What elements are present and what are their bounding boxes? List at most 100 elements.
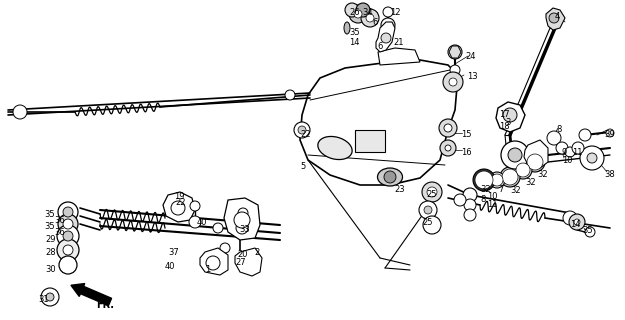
Circle shape bbox=[444, 124, 452, 132]
Circle shape bbox=[345, 3, 359, 17]
Text: 32: 32 bbox=[510, 186, 521, 195]
Text: 17: 17 bbox=[499, 110, 509, 119]
Text: 25: 25 bbox=[426, 190, 436, 199]
Text: 7: 7 bbox=[498, 185, 503, 194]
Text: 27: 27 bbox=[235, 258, 246, 267]
Text: 36: 36 bbox=[54, 228, 65, 237]
Circle shape bbox=[464, 199, 476, 211]
Circle shape bbox=[57, 225, 79, 247]
Circle shape bbox=[464, 209, 476, 221]
Circle shape bbox=[63, 219, 73, 229]
Circle shape bbox=[516, 163, 530, 177]
Polygon shape bbox=[224, 198, 260, 240]
Text: 24: 24 bbox=[465, 52, 476, 61]
Text: 10: 10 bbox=[487, 192, 498, 201]
Text: 3: 3 bbox=[505, 118, 511, 127]
Circle shape bbox=[587, 153, 597, 163]
Circle shape bbox=[285, 90, 295, 100]
Circle shape bbox=[424, 206, 432, 214]
Circle shape bbox=[501, 141, 529, 169]
Text: 5: 5 bbox=[300, 162, 305, 171]
Polygon shape bbox=[163, 192, 195, 222]
Text: 35: 35 bbox=[44, 210, 54, 219]
Text: 2: 2 bbox=[254, 248, 259, 257]
Circle shape bbox=[234, 212, 250, 228]
Circle shape bbox=[503, 108, 517, 122]
Text: 28: 28 bbox=[45, 248, 56, 257]
Polygon shape bbox=[378, 48, 420, 65]
Circle shape bbox=[514, 161, 532, 179]
Circle shape bbox=[361, 9, 379, 27]
Circle shape bbox=[13, 105, 27, 119]
Polygon shape bbox=[200, 248, 228, 275]
Text: 8: 8 bbox=[480, 195, 486, 204]
Text: 34: 34 bbox=[362, 8, 372, 17]
Circle shape bbox=[574, 219, 580, 225]
Text: 21: 21 bbox=[393, 38, 404, 47]
Text: 12: 12 bbox=[390, 8, 401, 17]
Polygon shape bbox=[449, 46, 461, 58]
Circle shape bbox=[238, 208, 248, 218]
Circle shape bbox=[383, 7, 393, 17]
Text: 6: 6 bbox=[377, 42, 382, 51]
FancyArrow shape bbox=[71, 284, 112, 306]
Circle shape bbox=[381, 18, 395, 32]
Circle shape bbox=[294, 122, 310, 138]
Text: 38: 38 bbox=[604, 170, 615, 179]
Circle shape bbox=[213, 223, 223, 233]
Ellipse shape bbox=[378, 168, 402, 186]
Text: 11: 11 bbox=[572, 148, 582, 157]
Circle shape bbox=[298, 126, 306, 134]
Text: 18: 18 bbox=[499, 122, 509, 131]
Circle shape bbox=[525, 152, 545, 172]
Circle shape bbox=[59, 256, 77, 274]
Text: 40: 40 bbox=[165, 262, 176, 271]
Circle shape bbox=[454, 194, 466, 206]
Circle shape bbox=[448, 45, 462, 59]
Circle shape bbox=[439, 119, 457, 137]
Text: 9: 9 bbox=[562, 148, 568, 157]
Polygon shape bbox=[546, 8, 565, 30]
Circle shape bbox=[606, 129, 614, 137]
Circle shape bbox=[381, 33, 391, 43]
Text: 14: 14 bbox=[349, 38, 359, 47]
Text: 22: 22 bbox=[300, 130, 311, 139]
Circle shape bbox=[384, 171, 396, 183]
Text: 35: 35 bbox=[44, 222, 54, 231]
Circle shape bbox=[491, 174, 503, 186]
Text: 32: 32 bbox=[525, 178, 536, 187]
Polygon shape bbox=[235, 248, 262, 276]
Circle shape bbox=[440, 140, 456, 156]
Circle shape bbox=[463, 188, 477, 202]
Text: 16: 16 bbox=[461, 148, 472, 157]
Text: 29: 29 bbox=[45, 235, 56, 244]
Circle shape bbox=[489, 172, 505, 188]
Circle shape bbox=[356, 3, 370, 17]
Circle shape bbox=[46, 293, 54, 301]
Text: 15: 15 bbox=[461, 130, 471, 139]
Circle shape bbox=[63, 231, 73, 241]
Circle shape bbox=[508, 148, 522, 162]
Polygon shape bbox=[496, 102, 525, 132]
Circle shape bbox=[236, 222, 248, 234]
Text: 31: 31 bbox=[38, 295, 49, 304]
Circle shape bbox=[419, 201, 437, 219]
Circle shape bbox=[473, 169, 495, 191]
Circle shape bbox=[366, 14, 374, 22]
Polygon shape bbox=[300, 60, 458, 185]
Text: 6: 6 bbox=[372, 18, 378, 27]
Circle shape bbox=[349, 5, 367, 23]
Circle shape bbox=[63, 245, 73, 255]
Circle shape bbox=[527, 154, 543, 170]
Circle shape bbox=[502, 169, 518, 185]
Text: 8: 8 bbox=[556, 125, 561, 134]
Text: 35: 35 bbox=[582, 226, 592, 235]
Circle shape bbox=[569, 214, 585, 230]
Circle shape bbox=[190, 201, 200, 211]
Text: 40: 40 bbox=[197, 218, 208, 227]
Circle shape bbox=[354, 10, 362, 18]
Text: 22: 22 bbox=[175, 198, 186, 207]
Circle shape bbox=[41, 288, 59, 306]
Text: 33: 33 bbox=[239, 225, 250, 234]
Text: 37: 37 bbox=[168, 248, 179, 257]
